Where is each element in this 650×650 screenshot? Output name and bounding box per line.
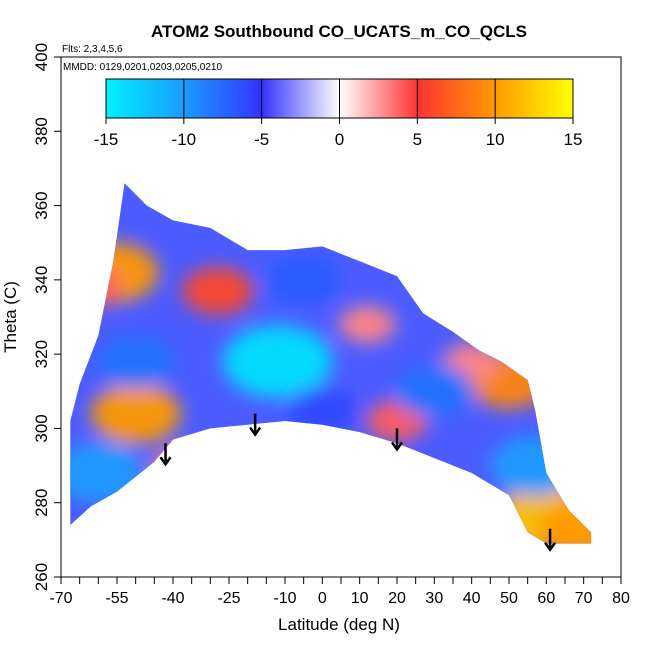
anomaly-blob [152,446,209,485]
x-tick-label: 0 [318,590,327,607]
arrow-marker [249,413,262,437]
arrow-marker [390,428,404,452]
y-axis: 260 280 300 320 340 360 380 400 [32,43,61,591]
colorbar-tick-label: 10 [486,130,505,149]
anomaly-blob [70,443,144,503]
x-tick-label: 20 [388,590,406,607]
dates-note: MMDD: 0129,0201,0203,0205,0210 [63,62,222,73]
colorbar-tick-label: 15 [564,130,583,149]
anomaly-blob [490,435,581,496]
x-tick-label: -25 [217,590,240,607]
x-tick-label: -40 [161,590,184,607]
y-tick-label: 340 [32,266,51,294]
flights-note: Flts: 2,3,4,5,6 [62,44,123,55]
y-tick-label: 400 [32,43,51,71]
x-tick-label: 60 [537,590,555,607]
anomaly-blob [538,498,592,544]
colorbar: -15 -10 -5 0 5 10 15 [94,78,583,149]
x-tick-label: 70 [575,590,593,607]
y-tick-label: 380 [32,117,51,145]
x-tick-label: 50 [500,590,518,607]
colorbar-tick-label: -15 [94,130,119,149]
colorbar-tick-label: -5 [254,130,269,149]
arrow-marker [544,528,557,552]
anomaly-blob [265,254,342,306]
x-tick-label: -70 [49,590,72,607]
y-tick-label: 360 [32,191,51,219]
anomaly-blob [95,334,176,389]
arrow-markers [159,413,557,552]
colorbar-tick-label: 5 [413,130,422,149]
x-tick-label: 40 [463,590,481,607]
x-tick-label: -55 [105,590,128,607]
y-tick-label: 320 [32,340,51,368]
x-tick-label: -10 [273,590,296,607]
anomaly-blob [394,364,475,419]
anomaly-blob [70,266,122,308]
y-tick-label: 260 [32,563,51,591]
y-tick-label: 300 [32,414,51,442]
x-axis: -70 -55 -40 -25 -10 0 10 20 30 40 50 60 70 80 [49,577,630,607]
anomaly-blob [222,325,333,398]
x-tick-label: 10 [351,590,369,607]
y-tick-label: 280 [32,489,51,517]
y-axis-label: Theta (C) [1,281,20,353]
x-axis-label: Latitude (deg N) [278,615,400,634]
colorbar-tick-label: 0 [335,130,344,149]
x-tick-label: 30 [425,590,443,607]
anomaly-blob [338,305,396,344]
anomaly-blob [90,383,181,444]
arrow-marker [159,443,172,467]
anomaly-blob [286,386,358,434]
chart-title: ATOM2 Southbound CO_UCATS_m_CO_QCLS [151,22,527,41]
anomaly-blob [182,267,254,315]
colorbar-tick-label: -10 [172,130,197,149]
x-tick-label: 80 [612,590,630,607]
